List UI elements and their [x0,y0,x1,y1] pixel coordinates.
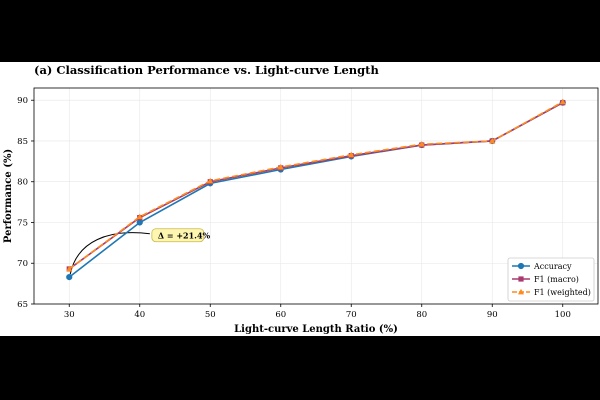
x-tick-label: 60 [275,310,286,320]
series-1 [66,100,566,272]
legend-entries: Accuracy F1 (macro) F1 (weighted) [512,262,591,297]
x-tick-label: 40 [134,310,145,320]
y-tick-label: 85 [17,137,28,147]
data-point [66,265,73,272]
series-line [68,101,564,278]
legend-box [507,257,595,302]
data-point [207,177,214,184]
legend-entry: F1 (weighted) [512,288,591,297]
plot-frame [33,87,599,305]
legend-entry: F1 (macro) [512,275,579,284]
x-axis-label: Light-curve Length Ratio (%) [234,324,398,335]
series-0 [66,99,566,281]
series-line [68,101,564,270]
series-line [68,101,564,270]
data-point [348,151,355,158]
y-axis-label: Performance (%) [3,149,14,243]
data-point [418,141,425,147]
x-tick-label: 100 [555,310,571,320]
series-layer [66,98,566,281]
x-tick-label: 90 [487,310,498,320]
y-tick-label: 65 [17,300,28,310]
legend-label: F1 (weighted) [534,288,591,297]
y-tick-label: 80 [17,178,28,188]
series-2 [66,98,566,272]
figure-canvas: (a) Classification Performance vs. Light… [0,62,600,336]
data-point [136,213,143,220]
chart-title: (a) Classification Performance vs. Light… [34,63,379,77]
tick-layer: 30 40 50 60 70 80 90 100 65 70 75 80 85 90 [17,96,571,320]
data-point [66,274,73,281]
x-tick-label: 80 [416,310,427,320]
legend: Accuracy F1 (macro) F1 (weighted) [507,257,595,302]
legend-marker [517,262,525,270]
legend-marker [518,288,524,295]
data-point [136,219,143,226]
data-point [277,163,284,170]
annotation-arrow [69,232,150,275]
x-tick-label: 30 [64,310,75,320]
legend-marker [518,276,524,282]
y-tick-label: 70 [17,259,28,269]
y-tick-label: 75 [17,218,28,228]
legend-label: F1 (macro) [534,275,579,284]
annotation-text: Δ = +21.4% [158,231,211,241]
x-tick-label: 70 [346,310,357,320]
y-tick-label: 90 [17,96,28,106]
legend-entry: Accuracy [512,262,572,271]
data-point [559,98,566,105]
annotation-box [151,228,205,243]
x-tick-label: 50 [205,310,216,320]
performance-chart: (a) Classification Performance vs. Light… [3,63,599,335]
legend-label: Accuracy [533,262,572,271]
data-point [489,137,496,144]
grid-layer [34,88,598,305]
annotation-layer: Δ = +21.4% [69,228,211,275]
